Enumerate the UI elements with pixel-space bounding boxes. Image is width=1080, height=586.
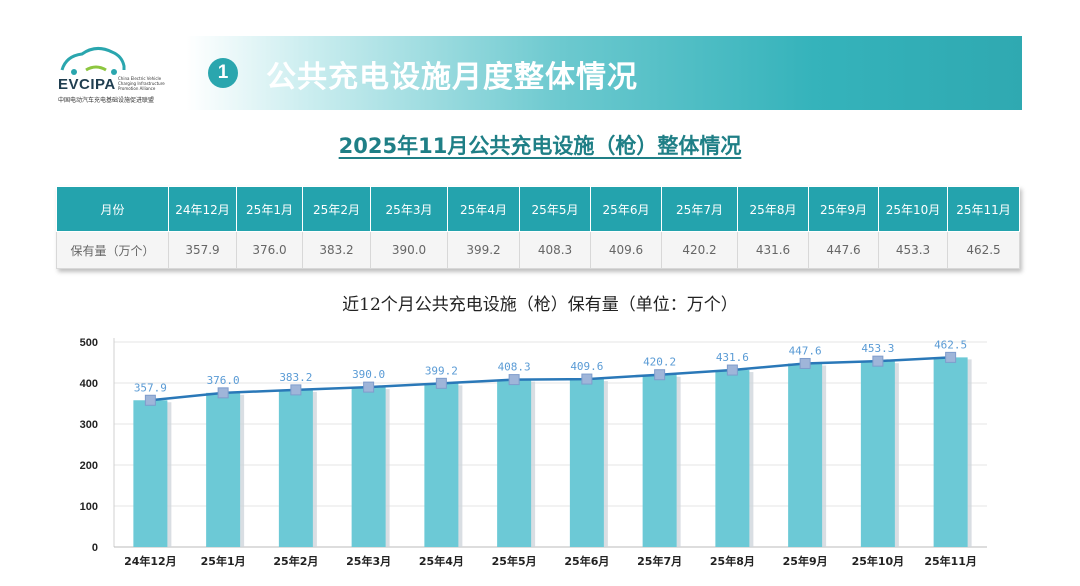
bar	[933, 357, 968, 547]
table-row-label: 保有量（万个）	[56, 231, 169, 269]
section-title: 公共充电设施月度整体情况	[266, 60, 638, 95]
x-tick-label: 25年4月	[419, 554, 464, 568]
x-tick-label: 25年1月	[201, 554, 246, 568]
table-cell: 453.3	[878, 231, 948, 269]
data-label: 447.6	[789, 344, 822, 357]
bar	[569, 379, 604, 547]
x-tick-label: 24年12月	[124, 554, 177, 568]
table-header-cell: 25年8月	[737, 186, 809, 232]
data-label: 462.5	[934, 338, 967, 351]
y-tick-label: 100	[80, 501, 98, 513]
table-header-cell: 25年5月	[519, 186, 591, 232]
bar	[351, 387, 386, 547]
line-marker	[290, 384, 302, 396]
line-marker	[654, 369, 666, 381]
page-subtitle: 2025年11月公共充电设施（枪）整体情况	[338, 134, 742, 158]
line-marker	[872, 355, 884, 367]
x-tick-label: 25年3月	[346, 554, 391, 568]
data-label: 408.3	[498, 361, 531, 374]
x-tick-label: 25年8月	[710, 554, 755, 568]
data-label: 409.6	[570, 360, 603, 373]
section-number-badge: 1	[208, 58, 238, 88]
table-value-row: 保有量（万个） 357.9 376.0 383.2 390.0 399.2 40…	[56, 231, 1020, 269]
chart-title: 近12个月公共充电设施（枪）保有量（单位：万个）	[342, 295, 738, 315]
line-marker	[217, 387, 229, 399]
y-tick-label: 200	[80, 460, 98, 472]
bar	[788, 363, 823, 547]
table-header-cell: 25年6月	[590, 186, 662, 232]
table-cell: 408.3	[519, 231, 591, 269]
data-label: 390.0	[352, 368, 385, 381]
line-marker	[363, 381, 375, 393]
data-label: 383.2	[279, 371, 312, 384]
line-marker	[945, 351, 957, 363]
x-tick-label: 25年9月	[783, 554, 828, 568]
line-marker	[435, 377, 447, 389]
bar	[497, 379, 532, 547]
table-header-cell: 25年3月	[370, 186, 448, 232]
table-cell: 399.2	[447, 231, 520, 269]
y-tick-label: 0	[92, 542, 98, 554]
table-header-cell: 25年10月	[878, 186, 948, 232]
table-header-cell: 25年2月	[302, 186, 371, 232]
y-tick-label: 500	[80, 337, 98, 349]
table-header-cell: 24年12月	[168, 186, 237, 232]
x-tick-label: 25年7月	[637, 554, 682, 568]
table-header-cell: 25年1月	[236, 186, 303, 232]
bar	[715, 370, 750, 547]
bar	[642, 374, 677, 547]
line-marker	[144, 394, 156, 406]
bar	[133, 400, 168, 547]
x-tick-label: 25年11月	[924, 554, 977, 568]
data-label: 431.6	[716, 351, 749, 364]
data-label: 420.2	[643, 356, 676, 369]
x-tick-label: 25年2月	[273, 554, 318, 568]
table-header-row: 月份 24年12月 25年1月 25年2月 25年3月 25年4月 25年5月 …	[56, 186, 1020, 232]
bar-line-chart: 0 100 200 300 400 500 24年12月 25年1月 25年2月 25年3月 25年…	[80, 337, 987, 568]
x-tick-label: 25年6月	[564, 554, 609, 568]
data-label: 453.3	[861, 342, 894, 355]
x-tick-label: 25年5月	[492, 554, 537, 568]
summary-table: 月份 24年12月 25年1月 25年2月 25年3月 25年4月 25年5月 …	[56, 186, 1020, 269]
data-label: 376.0	[207, 374, 240, 387]
logo-subtitle-en: China Electric Vehicle Charging Infrastr…	[118, 76, 165, 91]
table-header-cell: 25年9月	[808, 186, 879, 232]
table-cell: 431.6	[737, 231, 809, 269]
bar	[206, 392, 241, 547]
data-label: 357.9	[134, 381, 167, 394]
table-header-label: 月份	[56, 186, 169, 232]
line-marker	[581, 373, 593, 385]
bar	[860, 361, 895, 547]
y-tick-label: 300	[80, 419, 98, 431]
x-tick-label: 25年10月	[852, 554, 905, 568]
table-header-cell: 25年7月	[661, 186, 738, 232]
table-cell: 376.0	[236, 231, 303, 269]
table-cell: 409.6	[590, 231, 662, 269]
table-cell: 383.2	[302, 231, 371, 269]
table-cell: 420.2	[661, 231, 738, 269]
line-marker	[726, 364, 738, 376]
table-header-cell: 25年4月	[447, 186, 520, 232]
table-cell: 357.9	[168, 231, 237, 269]
line-marker	[508, 374, 520, 386]
y-tick-label: 400	[80, 378, 98, 390]
bar	[278, 389, 313, 547]
data-label: 399.2	[425, 364, 458, 377]
car-outline-icon	[60, 47, 126, 71]
logo-name: EVCIPA	[58, 76, 116, 93]
table-cell: 462.5	[947, 231, 1020, 269]
line-marker	[799, 357, 811, 369]
trend-line	[150, 356, 951, 402]
table-header-cell: 25年11月	[947, 186, 1020, 232]
table-cell: 390.0	[370, 231, 448, 269]
evcipa-logo	[60, 47, 126, 75]
logo-subtitle-cn: 中国电动汽车充电基础设施促进联盟	[58, 97, 155, 104]
table-cell: 447.6	[808, 231, 879, 269]
bar	[424, 383, 459, 547]
section-banner	[186, 36, 1022, 110]
